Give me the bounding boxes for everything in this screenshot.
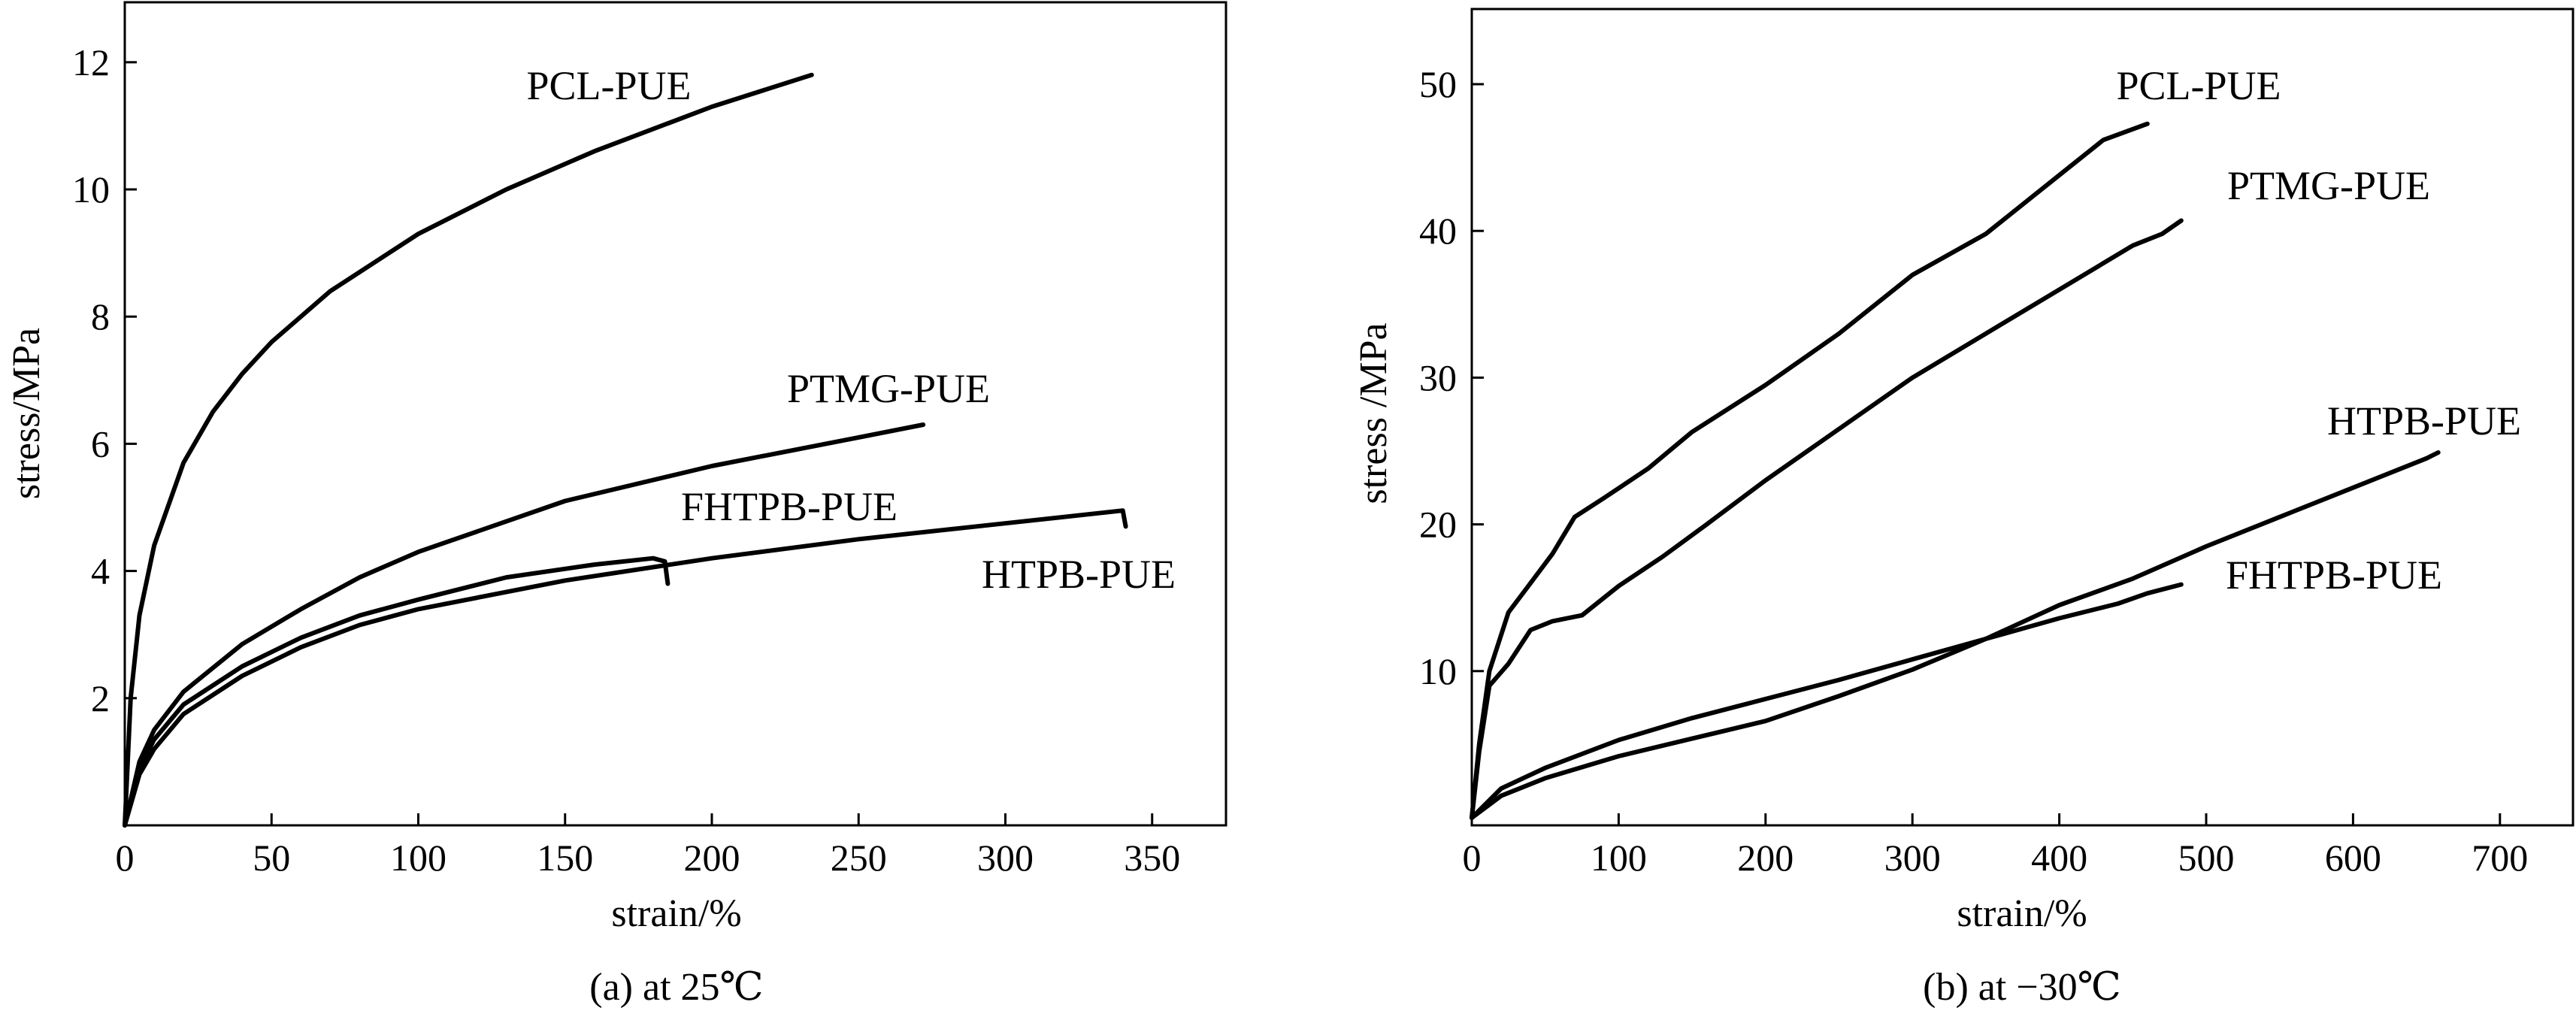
panel-a-x-tick-label-150: 150 — [537, 837, 593, 879]
panel-a-series-ptmg-pue-line — [123, 422, 926, 828]
panel-a-y-tick-label-8: 8 — [91, 295, 110, 338]
panel-a-x-tick-label-100: 100 — [390, 837, 446, 879]
panel-a-y-axis-label: stress/MPa — [5, 328, 48, 499]
panel-a-y-tick-label-4: 4 — [91, 550, 110, 592]
panel-b-series-fhtpb-pue-line — [1470, 582, 2184, 820]
panel-b-x-tick-label-300: 300 — [1884, 837, 1941, 879]
panel-a-y-tick-label-2: 2 — [91, 677, 110, 719]
panel-b-x-tick-label-200: 200 — [1737, 837, 1794, 879]
panel-b-curves — [1470, 121, 2441, 820]
panel-a-x-tick-label-0: 0 — [116, 837, 135, 879]
panel-a-label-pcl-pue: PCL-PUE — [526, 63, 691, 108]
panel-b-y-tick-label-10: 10 — [1419, 650, 1457, 692]
panel-a-x-tick-label-300: 300 — [977, 837, 1034, 879]
panel-a-series-fhtpb-pue-line — [123, 555, 670, 828]
panel-b-label-pcl-pue: PCL-PUE — [2116, 63, 2281, 108]
panel-b-y-tick-label-20: 20 — [1419, 504, 1457, 546]
panel-a-y-tick-label-10: 10 — [72, 168, 110, 210]
panel-b-x-tick-label-100: 100 — [1591, 837, 1647, 879]
panel-a-plot-frame — [123, 1, 1227, 827]
panel-a-y-tick-label-12: 12 — [72, 41, 110, 83]
panel-a-x-tick-label-350: 350 — [1124, 837, 1180, 879]
panel-b-x-tick-label-0: 0 — [1463, 837, 1482, 879]
panel-b-series-ptmg-pue-line — [1470, 218, 2184, 820]
panel-b: 0 100 200 300 400 500 600 700 10 20 30 40 50 strain/… — [1352, 8, 2574, 1009]
panel-a-x-tick-label-50: 50 — [253, 837, 290, 879]
panel-a-ticks — [125, 61, 1154, 825]
panel-a-label-fhtpb-pue: FHTPB-PUE — [681, 484, 898, 529]
panel-b-label-fhtpb-pue: FHTPB-PUE — [2226, 552, 2442, 598]
panel-b-caption: (b) at −30℃ — [1923, 966, 2121, 1009]
panel-b-tick-labels: 0 100 200 300 400 500 600 700 10 20 30 40 50 — [1419, 63, 2528, 879]
panel-b-x-axis-label: strain/% — [1957, 892, 2087, 935]
panel-b-y-tick-label-30: 30 — [1419, 356, 1457, 398]
panel-a-label-htpb-pue: HTPB-PUE — [982, 552, 1176, 597]
panel-a-y-tick-label-6: 6 — [91, 422, 110, 465]
panel-a-series-htpb-pue-line — [123, 508, 1128, 828]
panel-b-ticks — [1472, 83, 2502, 825]
panel-a: 0 50 100 150 200 250 300 350 2 4 6 8 10 12 strain/% s… — [5, 1, 1227, 1009]
panel-b-y-axis-label: stress /MPa — [1352, 322, 1395, 504]
panel-a-tick-labels: 0 50 100 150 200 250 300 350 2 4 6 8 10 12 — [72, 41, 1180, 879]
panel-b-y-tick-label-50: 50 — [1419, 63, 1457, 105]
panel-a-caption: (a) at 25℃ — [589, 966, 763, 1009]
panel-b-series-htpb-pue-line — [1470, 450, 2441, 820]
panel-a-x-tick-label-250: 250 — [831, 837, 887, 879]
panel-b-x-tick-label-600: 600 — [2325, 837, 2381, 879]
panel-b-x-tick-label-400: 400 — [2031, 837, 2087, 879]
panel-a-series-pcl-pue-line — [123, 72, 814, 828]
panel-b-label-htpb-pue: HTPB-PUE — [2327, 398, 2521, 443]
panel-a-label-ptmg-pue: PTMG-PUE — [787, 366, 990, 411]
panel-b-label-ptmg-pue: PTMG-PUE — [2227, 163, 2430, 208]
panel-b-plot-frame — [1470, 8, 2574, 827]
panel-b-x-tick-label-700: 700 — [2472, 837, 2528, 879]
panel-a-x-axis-label: strain/% — [611, 892, 741, 935]
panel-b-series-pcl-pue-line — [1470, 121, 2150, 820]
panel-a-curves — [123, 72, 1128, 828]
panel-b-x-tick-label-500: 500 — [2178, 837, 2235, 879]
panel-a-x-tick-label-200: 200 — [684, 837, 740, 879]
panel-b-y-tick-label-40: 40 — [1419, 210, 1457, 252]
